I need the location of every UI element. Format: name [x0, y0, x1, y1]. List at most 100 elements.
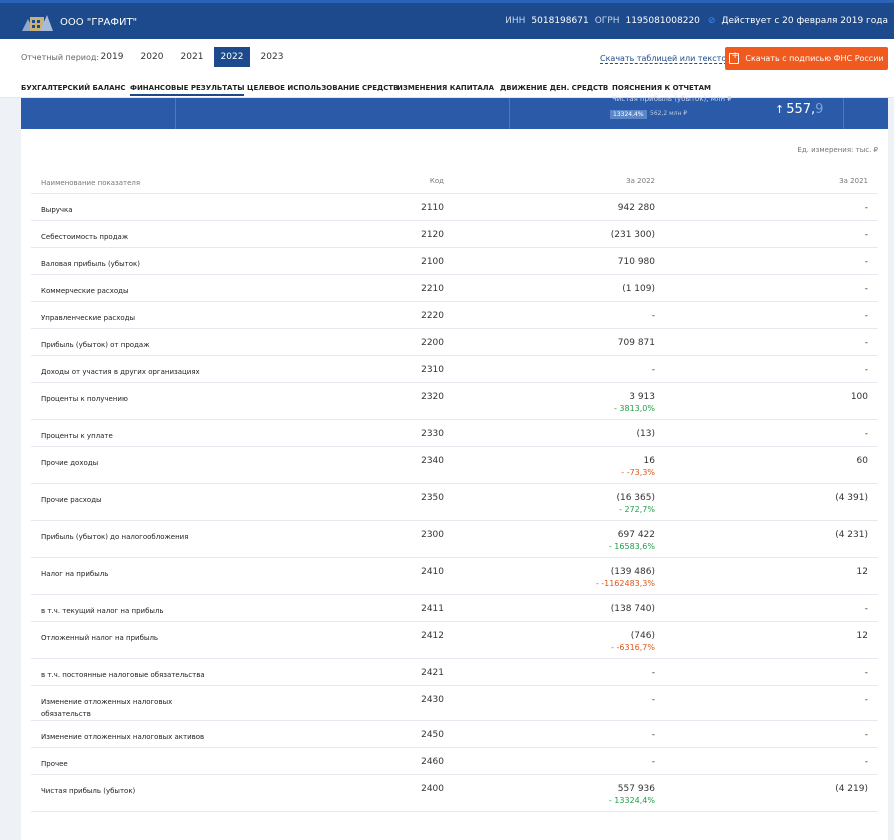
col-name-header: Наименование показателя: [41, 179, 141, 187]
row-code: 2200: [421, 338, 444, 348]
col-current-header: За 2022: [626, 177, 655, 185]
row-name: Выручка: [41, 206, 73, 214]
row-current-value: 709 871: [617, 338, 655, 348]
row-previous-value: (4 391): [835, 493, 868, 503]
row-name: в т.ч. текущий налог на прибыль: [41, 607, 164, 615]
row-current-cell: 942 280: [444, 194, 655, 220]
table-row: Проценты к уплате 2330 (13) -: [31, 420, 878, 447]
year-selector: 2019 2020 2021 2022 2023: [94, 47, 290, 67]
financial-results-card: Ед. измерения: тыс. ₽ Наименование показ…: [21, 129, 888, 840]
row-name: Прочие расходы: [41, 496, 102, 504]
net-profit-dec: 9: [815, 102, 824, 117]
row-code: 2300: [421, 530, 444, 540]
download-table-link[interactable]: Скачать таблицей или текстом: [600, 54, 733, 64]
banner-divider: [509, 98, 510, 129]
row-code: 2412: [421, 631, 444, 641]
period-bar: Отчетный период: 2019 2020 2021 2022 202…: [0, 39, 894, 76]
tab-notes[interactable]: ПОЯСНЕНИЯ К ОТЧЕТАМ: [612, 84, 712, 92]
banner-divider: [843, 98, 844, 129]
net-profit-int: 557,: [786, 102, 816, 117]
year-2023[interactable]: 2023: [260, 52, 284, 62]
inn-value: 5018198671: [531, 16, 589, 26]
row-current-value: -: [651, 668, 655, 678]
arrow-up-icon: ↑: [775, 103, 785, 116]
year-2021[interactable]: 2021: [180, 52, 204, 62]
summary-banner: Чистая прибыль (убыток), млн ₽ 13324,4% …: [21, 95, 888, 129]
row-name: Коммерческие расходы: [41, 287, 129, 295]
row-code: 2411: [421, 604, 444, 614]
table-row: Прибыль (убыток) от продаж 2200 709 871 -: [31, 329, 878, 356]
row-code: 2220: [421, 311, 444, 321]
row-name: Прочие доходы: [41, 459, 99, 467]
row-previous-value: -: [864, 257, 868, 267]
row-previous-value: -: [864, 203, 868, 213]
row-current-value: (231 300): [610, 230, 655, 240]
table-row: Изменение отложенных налоговых активов 24…: [31, 721, 878, 748]
table-row: Управленческие расходы 2220 - -: [31, 302, 878, 329]
row-name: Валовая прибыль (убыток): [41, 260, 140, 268]
row-previous-value: 12: [856, 567, 868, 577]
download-signed-button[interactable]: Скачать с подписью ФНС России: [725, 47, 888, 70]
year-2020[interactable]: 2020: [140, 52, 164, 62]
inn-label: ИНН: [505, 16, 526, 26]
tab-financial-results[interactable]: ФИНАНСОВЫЕ РЕЗУЛЬТАТЫ: [130, 84, 245, 96]
tab-capital-changes[interactable]: ИЗМЕНЕНИЯ КАПИТАЛА: [397, 84, 495, 92]
unit-label: Ед. измерения: тыс. ₽: [797, 146, 878, 154]
row-name: Отложенный налог на прибыль: [41, 634, 159, 642]
table-row: Отложенный налог на прибыль 2412 (746) - -6…: [31, 622, 878, 659]
row-name: Прибыль (убыток) от продаж: [41, 341, 150, 349]
row-name: Управленческие расходы: [41, 314, 136, 322]
table-row: в т.ч. постоянные налоговые обязательств…: [31, 659, 878, 686]
table-row: Прибыль (убыток) до налогообложения 2300 6…: [31, 521, 878, 558]
row-code: 2100: [421, 257, 444, 267]
tab-cash-flow[interactable]: ДВИЖЕНИЕ ДЕН. СРЕДСТВ: [500, 84, 609, 92]
row-previous-value: (4 231): [835, 530, 868, 540]
row-previous-value: 100: [850, 392, 868, 402]
row-code: 2460: [421, 757, 444, 767]
row-current-cell: 3 913 - 3813,0%: [444, 383, 655, 419]
document-plus-icon: [729, 51, 740, 64]
row-current-cell: -: [444, 659, 655, 685]
row-previous-value: -: [864, 429, 868, 439]
ogrn-value: 1195081008220: [625, 16, 700, 26]
tab-targeted-funds[interactable]: ЦЕЛЕВОЕ ИСПОЛЬЗОВАНИЕ СРЕДСТВ: [247, 84, 399, 92]
row-current-value: 710 980: [617, 257, 655, 267]
row-current-value: 942 280: [617, 203, 655, 213]
row-current-value: -: [651, 730, 655, 740]
row-code: 2210: [421, 284, 444, 294]
row-previous-value: -: [864, 230, 868, 240]
row-current-cell: 710 980: [444, 248, 655, 274]
net-profit-change-badge: 13324,4%: [610, 110, 647, 119]
company-name[interactable]: ООО "ГРАФИТ": [60, 17, 138, 28]
row-current-value: -: [651, 311, 655, 321]
row-current-value: (16 365): [616, 493, 655, 503]
row-previous-value: -: [864, 695, 868, 705]
net-profit-value: ↑ 557,9: [775, 102, 823, 117]
company-registry-info: ИНН 5018198671 ОГРН 1195081008220 ⊘ Дейс…: [505, 16, 888, 26]
row-previous-value: -: [864, 604, 868, 614]
table-row: Чистая прибыль (убыток) 2400 557 936 - 1332…: [31, 775, 878, 812]
row-code: 2330: [421, 429, 444, 439]
row-change-percent: - -1162483,3%: [595, 579, 655, 588]
banner-divider: [175, 98, 176, 129]
year-2019[interactable]: 2019: [100, 52, 124, 62]
row-current-cell: (16 365) - 272,7%: [444, 484, 655, 520]
row-current-cell: 697 422 - 16583,6%: [444, 521, 655, 557]
year-2022[interactable]: 2022: [214, 47, 250, 67]
building-logo-icon[interactable]: [20, 11, 54, 33]
row-current-value: -: [651, 365, 655, 375]
table-row: Прочие расходы 2350 (16 365) - 272,7% (4 391…: [31, 484, 878, 521]
row-change-percent: - 16583,6%: [608, 542, 655, 551]
tab-balance[interactable]: БУХГАЛТЕРСКИЙ БАЛАНС: [21, 84, 126, 92]
row-previous-value: 60: [856, 456, 868, 466]
row-current-value: 557 936: [617, 784, 655, 794]
row-change-percent: - 272,7%: [619, 505, 655, 514]
row-name: Проценты к уплате: [41, 432, 113, 440]
row-current-cell: 709 871: [444, 329, 655, 355]
table-row: Прочие доходы 2340 16 - -73,3% 60: [31, 447, 878, 484]
row-code: 2310: [421, 365, 444, 375]
row-code: 2340: [421, 456, 444, 466]
top-bar: ООО "ГРАФИТ" ИНН 5018198671 ОГРН 1195081…: [0, 0, 894, 39]
row-name: в т.ч. постоянные налоговые обязательств…: [41, 671, 205, 679]
row-current-value: (13): [636, 429, 655, 439]
